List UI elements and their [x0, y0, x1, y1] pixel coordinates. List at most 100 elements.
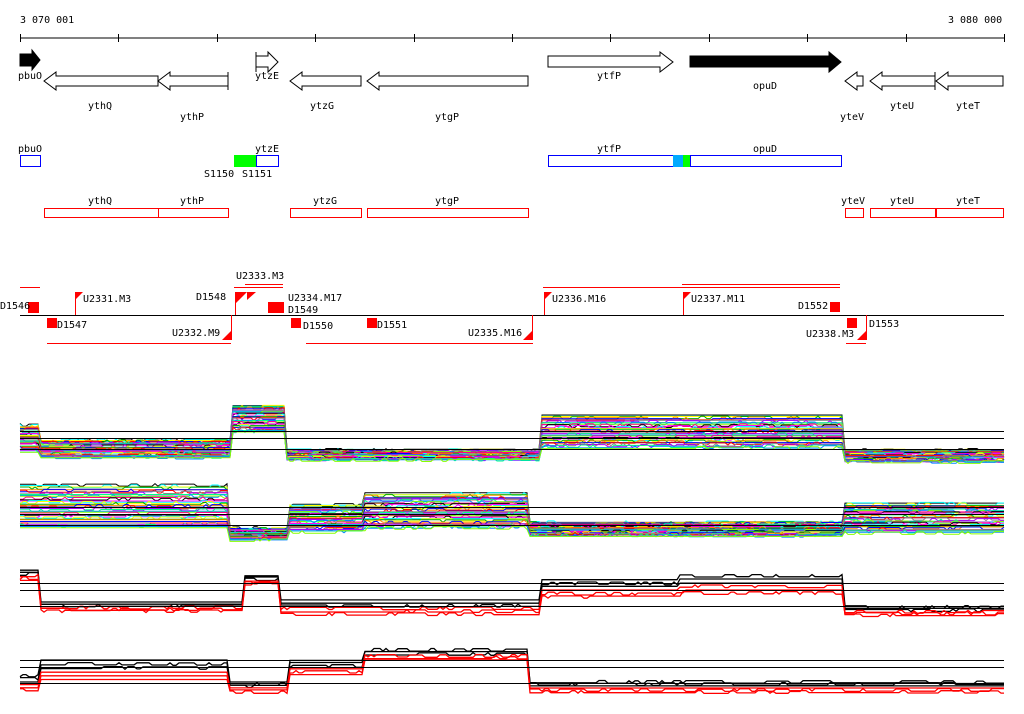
label-U2331: U2331.M3 [83, 294, 131, 305]
regulatory-track: D1546 U2331.M3 U2333.M3 U2334.M17 D1548 … [0, 271, 1004, 344]
svg-text:pbuO: pbuO [18, 71, 42, 82]
gene-opuD[interactable]: opuD [689, 50, 842, 92]
label-D1548: D1548 [196, 292, 226, 303]
signal-line [20, 651, 1004, 689]
svg-text:ytgP: ytgP [435, 112, 459, 123]
site-D1553[interactable] [847, 318, 857, 328]
signal-line [20, 579, 1004, 618]
svg-text:ytgP: ytgP [435, 196, 459, 207]
svg-text:ythP: ythP [180, 196, 204, 207]
site-D1551[interactable] [367, 318, 377, 328]
signal-panel [19, 647, 1004, 695]
feature-opuD[interactable] [690, 155, 842, 167]
signal-line [20, 659, 1004, 695]
label-D1546: D1546 [0, 301, 30, 312]
svg-text:ytzG: ytzG [313, 196, 337, 207]
feature-ytgP[interactable] [367, 208, 529, 218]
label-U2332: U2332.M9 [172, 328, 220, 339]
svg-text:yteT: yteT [956, 101, 980, 112]
gene-ytzE[interactable]: ytzE [255, 50, 279, 82]
feature-ytfP[interactable] [548, 155, 674, 167]
signal-line [20, 430, 1004, 462]
gene-track: pbuO ythQ ythP ytzE ytzG ytgP ytfP opuD … [18, 48, 1004, 123]
label-U2335: U2335.M16 [468, 328, 522, 339]
feature-ytzG[interactable] [290, 208, 362, 218]
feature-yteT[interactable] [936, 208, 1004, 218]
svg-text:ythP: ythP [180, 112, 204, 123]
svg-text:ytzE: ytzE [255, 144, 279, 155]
svg-text:pbuO: pbuO [18, 144, 42, 155]
gene-yteV[interactable]: yteV [840, 71, 864, 123]
signal-line [20, 407, 1004, 454]
label-U2336: U2336.M16 [552, 294, 606, 305]
signal-panel [19, 482, 1005, 542]
label-U2333: U2333.M3 [236, 271, 284, 282]
feature-overlap-cyan [673, 155, 683, 167]
expression-signal-panels [19, 404, 1005, 695]
site-D1550[interactable] [291, 318, 301, 328]
label-S1151: S1151 [242, 169, 272, 180]
signal-line [20, 571, 1004, 609]
svg-text:opuD: opuD [753, 81, 777, 92]
label-D1551: D1551 [377, 320, 407, 331]
site-D1546[interactable] [28, 302, 39, 313]
minus-feature-track: ythQ ythP ytzG ytgP yteV yteU yteT [44, 196, 1004, 218]
gene-pbuO[interactable]: pbuO [18, 48, 42, 82]
signal-line [20, 499, 1004, 533]
label-S1150: S1150 [204, 169, 234, 180]
signal-line [20, 569, 1004, 610]
signal-line [20, 488, 1004, 532]
site-D1552[interactable] [830, 302, 840, 312]
svg-text:ytzE: ytzE [255, 71, 279, 82]
site-D1549[interactable] [268, 302, 284, 313]
svg-text:opuD: opuD [753, 144, 777, 155]
ruler-end-label: 3 080 000 [948, 15, 1002, 26]
signal-line [20, 573, 1004, 614]
svg-text:yteT: yteT [956, 196, 980, 207]
label-U2337: U2337.M11 [691, 294, 745, 305]
label-U2334: U2334.M17 [288, 293, 342, 304]
site-D1547[interactable] [47, 318, 57, 328]
gene-ytfP[interactable]: ytfP [547, 50, 674, 82]
feature-ytzE[interactable] [256, 155, 279, 167]
coordinate-ruler: 3 070 001 3 080 000 [20, 15, 1005, 42]
feature-ythP[interactable] [158, 208, 229, 218]
gene-yteT[interactable]: yteT [935, 71, 1004, 112]
ruler-start-label: 3 070 001 [20, 15, 74, 26]
feature-ythQ[interactable] [44, 208, 159, 218]
feature-yteU[interactable] [870, 208, 936, 218]
svg-text:ythQ: ythQ [88, 101, 112, 112]
label-D1549: D1549 [288, 305, 318, 316]
feature-pbuO[interactable] [20, 155, 41, 167]
svg-text:yteU: yteU [890, 101, 914, 112]
label-D1547: D1547 [57, 320, 87, 331]
svg-text:yteV: yteV [841, 196, 865, 207]
signal-line [19, 521, 1004, 541]
feature-yteV[interactable] [845, 208, 864, 218]
signal-line [20, 655, 1004, 693]
gene-ytzG[interactable]: ytzG [289, 71, 362, 112]
signal-line [20, 526, 1004, 542]
label-D1553: D1553 [869, 319, 899, 330]
svg-text:ythQ: ythQ [88, 196, 112, 207]
svg-text:ytfP: ytfP [597, 71, 621, 82]
signal-line [20, 410, 1005, 456]
svg-text:yteU: yteU [890, 196, 914, 207]
gene-ythP[interactable]: ythP [157, 71, 229, 123]
signal-panel [19, 404, 1005, 465]
svg-text:ytfP: ytfP [597, 144, 621, 155]
feature-S1150[interactable] [234, 155, 256, 167]
plus-feature-track: pbuO S1150 S1151 ytzE ytfP opuD [18, 144, 842, 180]
signal-line [20, 417, 1004, 459]
gene-ythQ[interactable]: ythQ [43, 71, 159, 112]
signal-panel [19, 569, 1004, 618]
gene-ytgP[interactable]: ytgP [366, 71, 529, 123]
label-D1552: D1552 [798, 301, 828, 312]
svg-text:yteV: yteV [840, 112, 864, 123]
feature-overlap-green [683, 155, 690, 167]
gene-yteU[interactable]: yteU [869, 71, 936, 112]
signal-line [20, 431, 1004, 465]
svg-text:ytzG: ytzG [310, 101, 334, 112]
label-D1550: D1550 [303, 321, 333, 332]
